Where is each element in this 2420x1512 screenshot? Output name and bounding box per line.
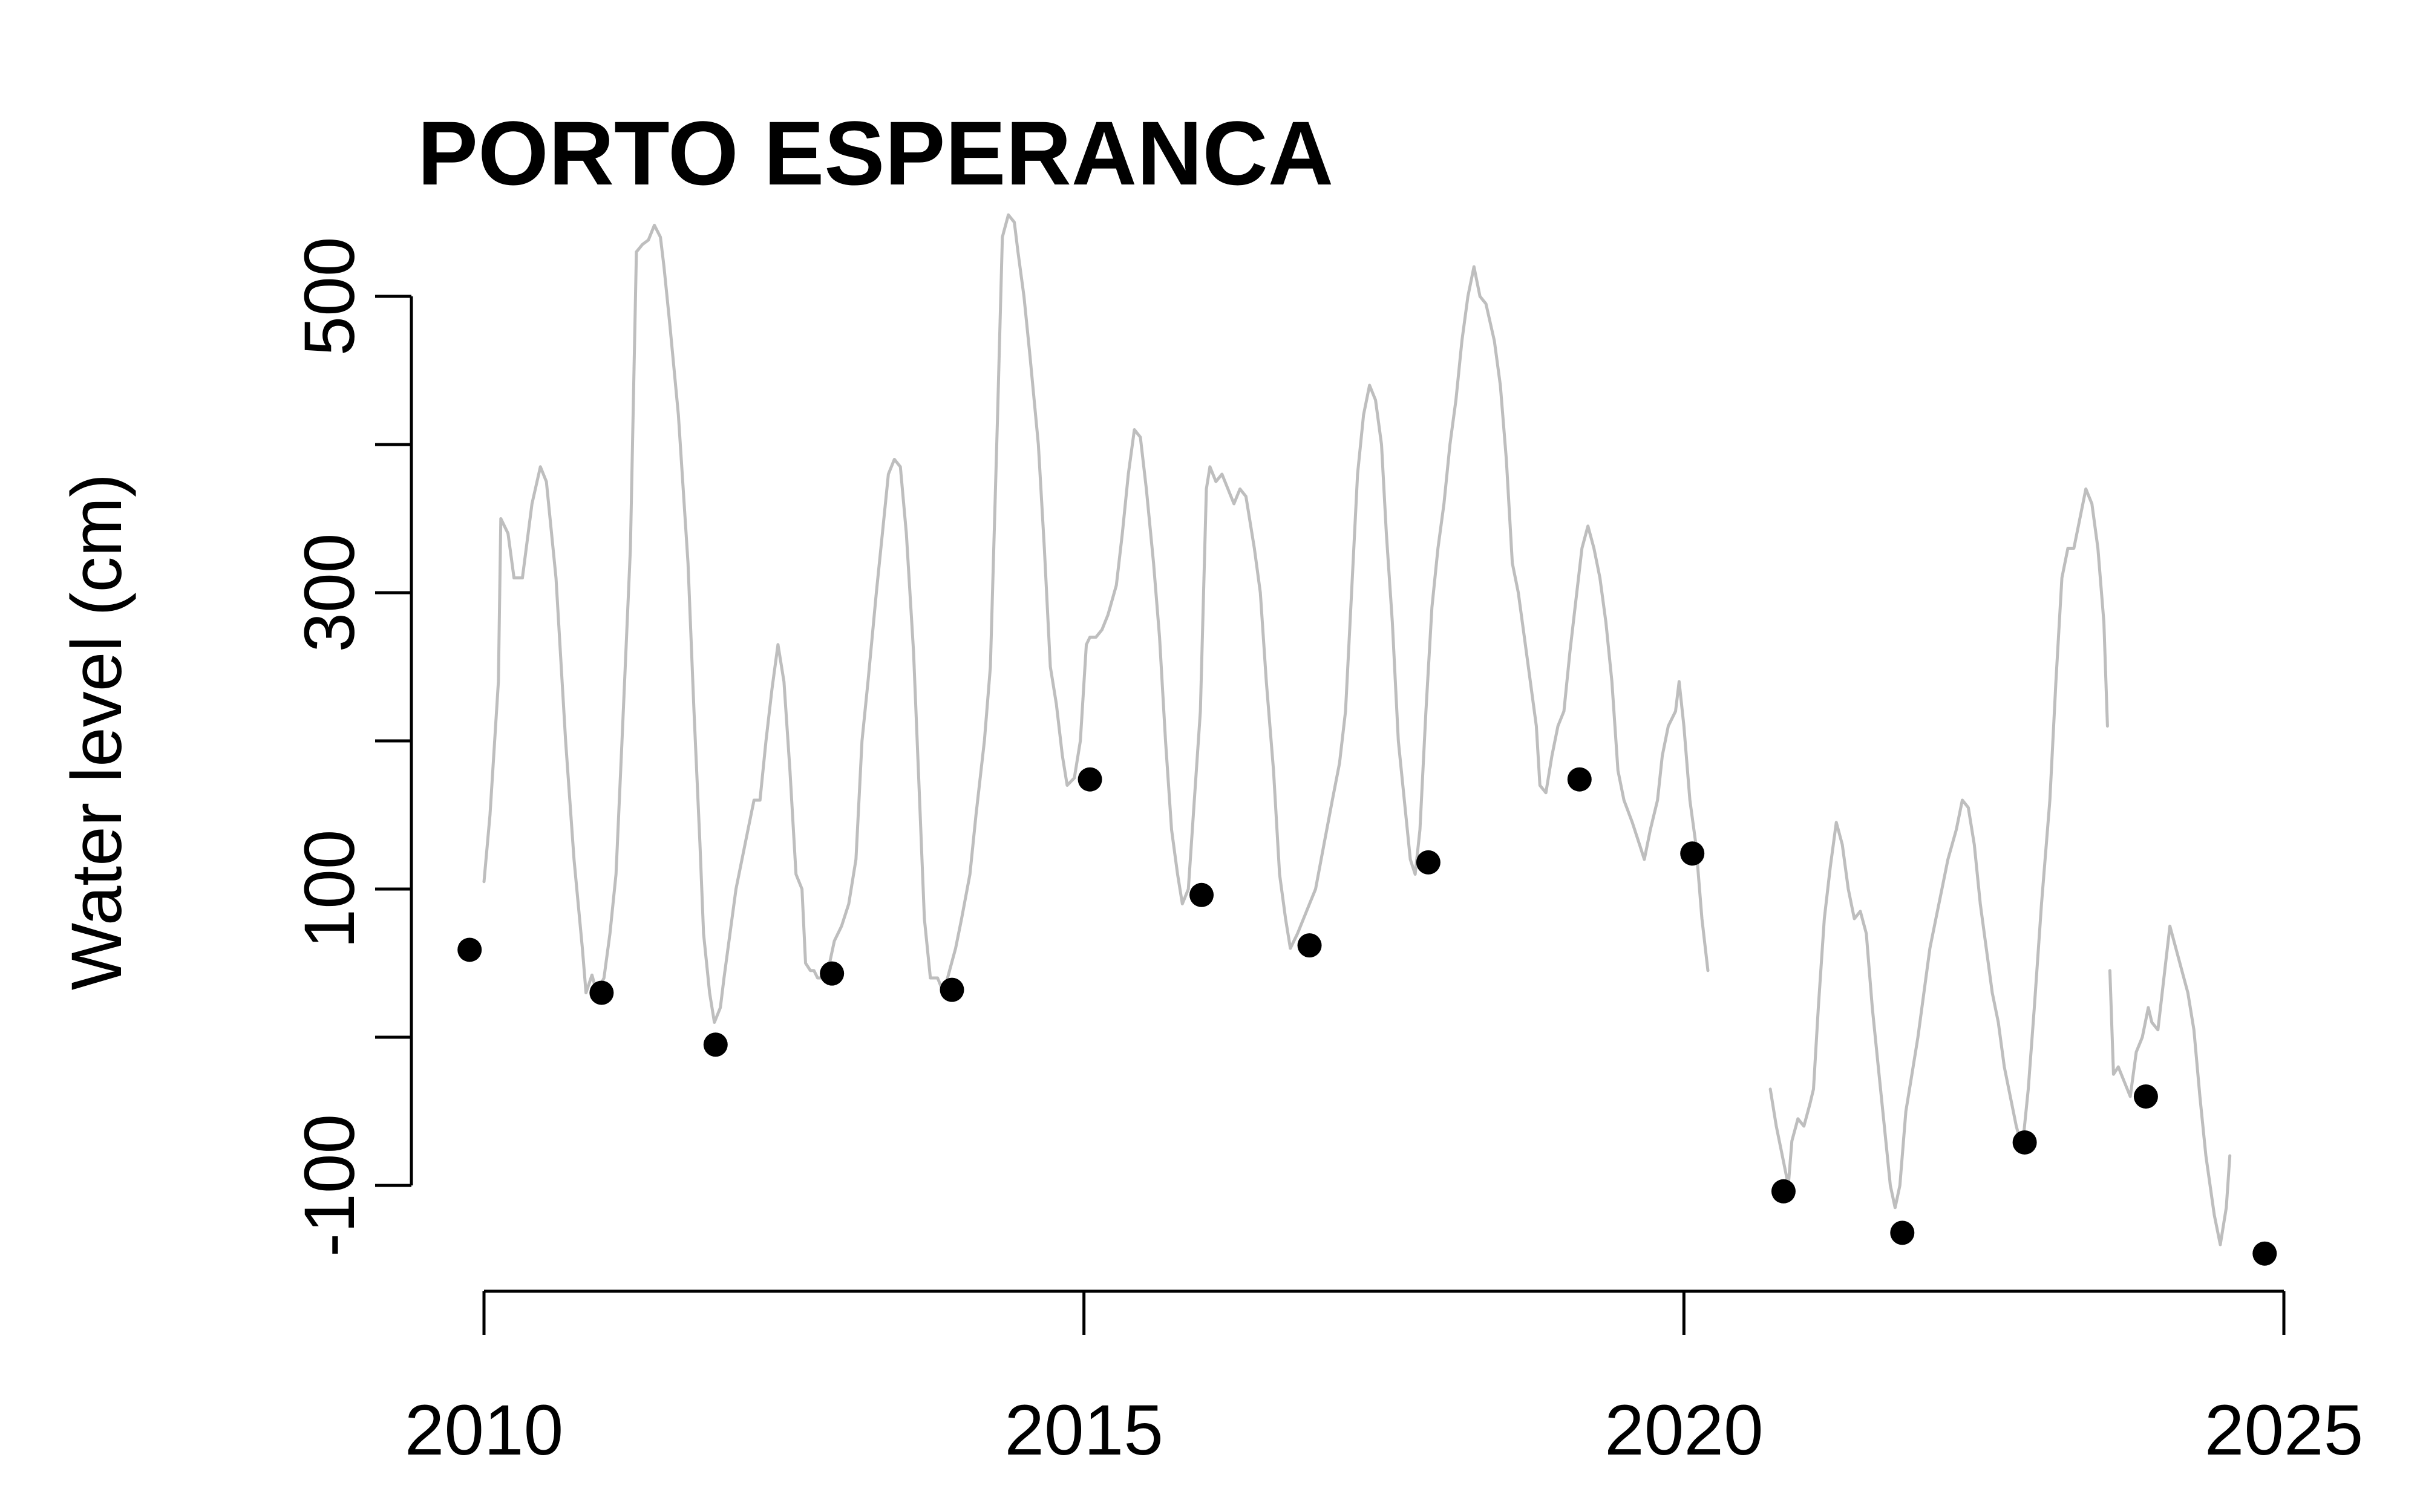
data-point (703, 1032, 728, 1057)
chart-title: PORTO ESPERANCA (417, 102, 1333, 204)
data-point (1297, 933, 1322, 958)
data-point (940, 977, 964, 1002)
axes: -100 100 300 500 2010 2015 2020 2025 (290, 237, 2363, 1470)
y-tick-label: 500 (290, 237, 370, 356)
data-point (589, 980, 614, 1005)
data-point (820, 961, 845, 986)
data-point (1078, 767, 1102, 792)
x-tick-label: 2015 (1004, 1390, 1163, 1470)
series-lines (482, 213, 2232, 1246)
x-tick-label: 2010 (405, 1390, 564, 1470)
y-tick-label: 300 (290, 533, 370, 653)
data-point (1567, 767, 1592, 792)
data-point (1680, 841, 1705, 866)
data-point (2252, 1241, 2277, 1266)
y-tick-label: 100 (290, 830, 370, 949)
water-level-line (482, 213, 1710, 1024)
data-point (1771, 1179, 1796, 1204)
y-axis-label: Water level (cm) (57, 474, 137, 990)
y-tick-label: -100 (290, 1114, 370, 1257)
x-tick-label: 2025 (2205, 1390, 2364, 1470)
data-point (1890, 1220, 1915, 1245)
data-point (1189, 882, 1214, 907)
data-point (1416, 850, 1441, 875)
x-tick-label: 2020 (1604, 1390, 1764, 1470)
water-level-line (1768, 487, 2109, 1210)
series-points (457, 767, 2277, 1266)
data-point (457, 937, 482, 962)
data-point (2012, 1130, 2037, 1155)
data-point (2133, 1084, 2158, 1109)
water-level-line (2108, 924, 2232, 1246)
